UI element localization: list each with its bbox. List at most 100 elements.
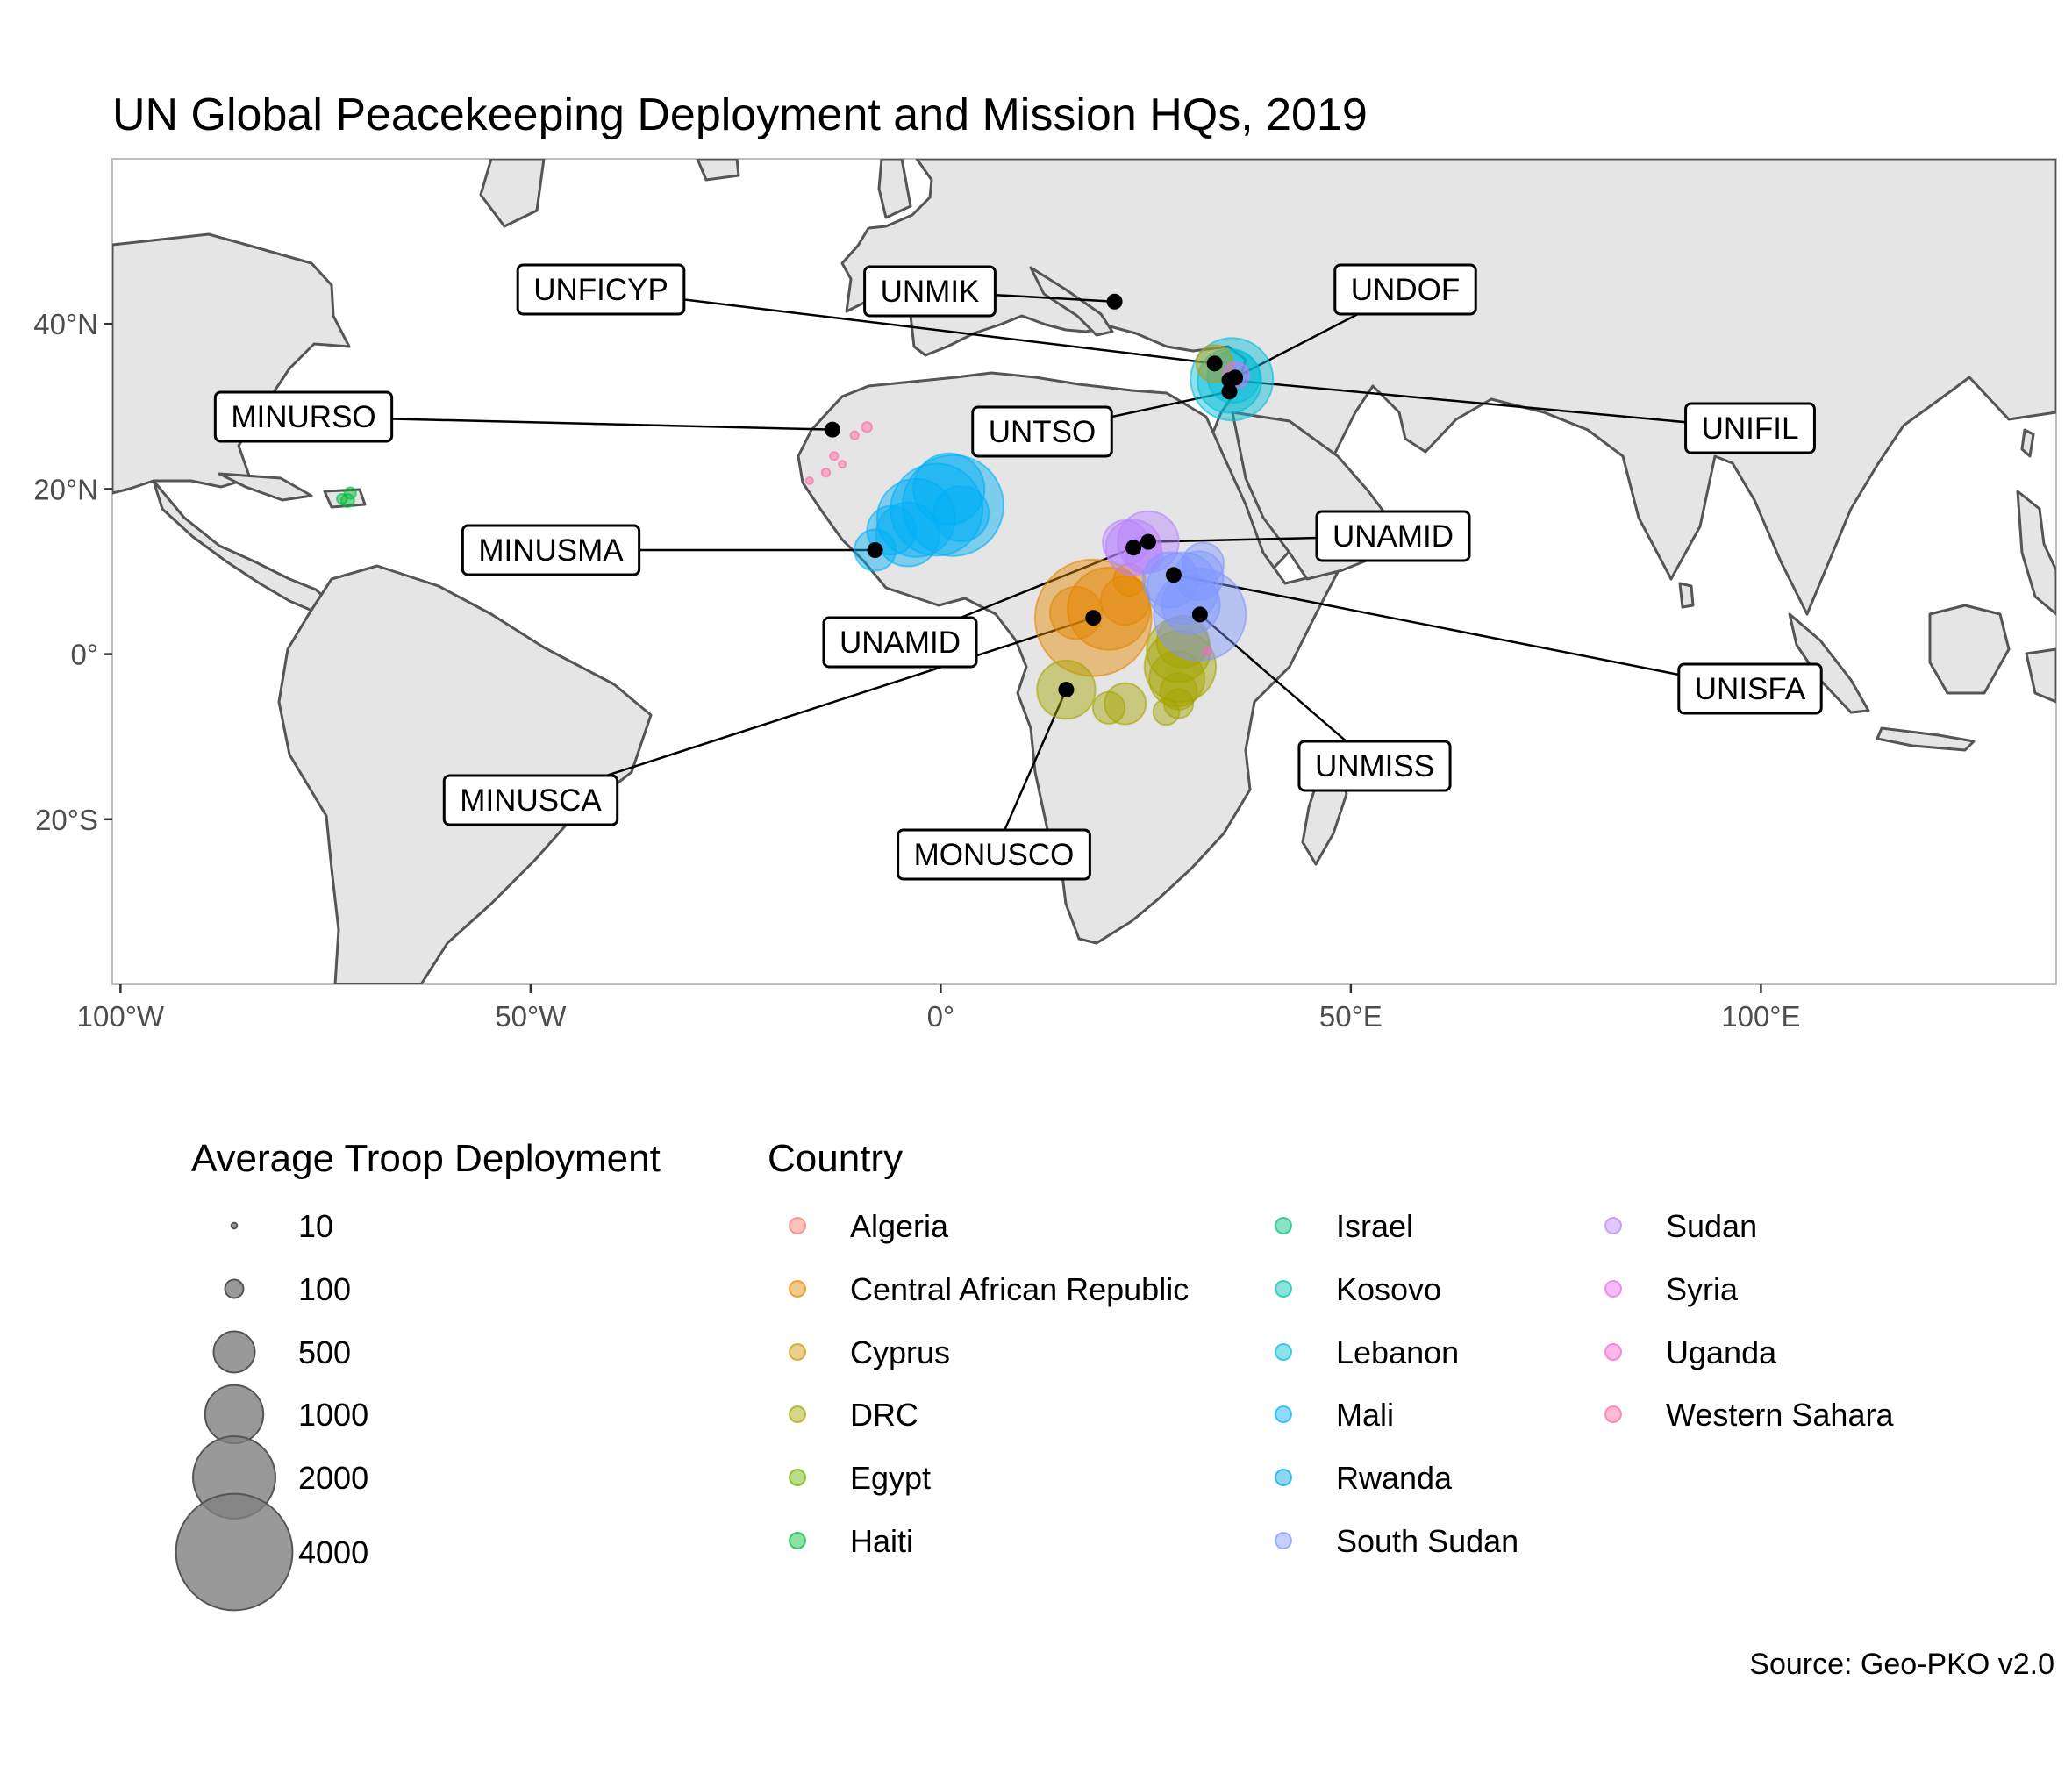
hq-label[interactable]: UNMIK (865, 267, 996, 316)
country-legend-label: Algeria (850, 1208, 949, 1244)
country-legend-label: Central African Republic (850, 1271, 1189, 1307)
deployment-point-western-sahara[interactable] (830, 452, 838, 460)
hq-label-text: UNIFIL (1702, 411, 1799, 446)
deployment-point-mali[interactable] (933, 486, 989, 541)
map-panel[interactable]: UNFICYP UNMIK UNDOF UNIFIL UNTSO MINURSO MINUS… (112, 159, 2056, 984)
hq-label-text: UNISFA (1695, 672, 1806, 706)
hq-label-text: UNFICYP (533, 273, 668, 307)
land-sri-lanka (1680, 583, 1693, 607)
country-legend-key (790, 1406, 805, 1422)
country-legend-key (1275, 1218, 1291, 1234)
country-legend-label: Western Sahara (1666, 1397, 1894, 1433)
hq-marker[interactable] (1207, 355, 1223, 371)
hq-label-text: MINUSMA (478, 533, 624, 568)
country-legend-label: South Sudan (1336, 1523, 1518, 1559)
deployment-point-western-sahara[interactable] (806, 477, 813, 484)
hq-label[interactable]: UNIFIL (1686, 404, 1815, 453)
country-legend-label: Rwanda (1336, 1460, 1453, 1496)
hq-label[interactable]: UNAMID (824, 618, 976, 667)
country-legend-key (1275, 1533, 1291, 1549)
deployment-point-western-sahara[interactable] (839, 461, 846, 468)
hq-label[interactable]: MINUSCA (444, 776, 617, 825)
country-legend-key (1275, 1470, 1291, 1485)
x-tick-label: 100°W (77, 1000, 165, 1033)
hq-label-text: UNTSO (989, 415, 1097, 449)
hq-label[interactable]: UNTSO (973, 407, 1112, 456)
size-legend-key (225, 1280, 244, 1298)
country-legend-key (1275, 1406, 1291, 1422)
hq-marker[interactable] (1107, 294, 1123, 310)
size-legend-key (205, 1385, 263, 1443)
size-legend-label: 2000 (298, 1460, 368, 1496)
size-legend-key (232, 1223, 238, 1229)
hq-marker[interactable] (1166, 567, 1182, 583)
size-legend-label: 10 (298, 1208, 333, 1244)
country-legend-label: Lebanon (1336, 1334, 1459, 1370)
deployment-point-south-sudan[interactable] (1161, 576, 1219, 633)
land-taiwan (2022, 430, 2033, 456)
hq-marker[interactable] (825, 422, 840, 438)
y-tick-label: 40°N (33, 308, 98, 340)
hq-label[interactable]: UNMISS (1299, 741, 1450, 790)
hq-marker[interactable] (868, 542, 883, 558)
country-legend-key (790, 1281, 805, 1297)
country-legend-key (1275, 1344, 1291, 1360)
plot-title: UN Global Peacekeeping Deployment and Mi… (112, 89, 1368, 140)
hq-label-text: UNDOF (1351, 273, 1460, 307)
hq-label-text: MINURSO (231, 400, 375, 434)
hq-label-text: UNMISS (1315, 749, 1434, 783)
deployment-point-western-sahara[interactable] (850, 432, 858, 440)
country-legend-title: Country (768, 1137, 903, 1180)
hq-marker[interactable] (1221, 383, 1237, 399)
hq-label[interactable]: MONUSCO (898, 830, 1090, 879)
country-legend-key (790, 1470, 805, 1485)
country-legend-label: Israel (1336, 1208, 1413, 1244)
country-legend-key (790, 1344, 805, 1360)
hq-label-text: UNAMID (840, 626, 961, 660)
x-tick-label: 50°E (1319, 1000, 1383, 1033)
hq-label-text: MINUSCA (460, 783, 602, 818)
hq-label[interactable]: MINUSMA (462, 526, 639, 575)
deployment-point-uganda[interactable] (1204, 647, 1211, 655)
hq-label-text: MONUSCO (914, 838, 1075, 872)
country-legend-label: Uganda (1666, 1334, 1777, 1370)
size-legend-key (214, 1332, 255, 1373)
size-legend-label: 1000 (298, 1397, 368, 1433)
hq-label[interactable]: UNISFA (1679, 664, 1821, 713)
country-legend-label: Mali (1336, 1397, 1394, 1433)
country-legend-label: Syria (1666, 1271, 1739, 1307)
size-legend-label: 4000 (298, 1534, 368, 1570)
caption: Source: Geo-PKO v2.0 (1749, 1648, 2054, 1681)
hq-marker[interactable] (1058, 682, 1074, 697)
deployment-point-western-sahara[interactable] (822, 468, 830, 476)
y-tick-label: 0° (70, 639, 98, 671)
hq-label[interactable]: UNAMID (1317, 511, 1469, 561)
country-legend-label: Kosovo (1336, 1271, 1441, 1307)
deployment-point-south-sudan[interactable] (1182, 543, 1224, 584)
deployment-point-drc[interactable] (1161, 673, 1197, 710)
x-tick-label: 50°W (495, 1000, 567, 1033)
hq-label[interactable]: UNDOF (1335, 265, 1475, 314)
hq-marker[interactable] (1140, 534, 1156, 550)
deployment-point-western-sahara[interactable] (861, 422, 872, 433)
y-tick-label: 20°N (33, 473, 98, 505)
hq-marker[interactable] (1085, 610, 1101, 626)
country-legend-key (1605, 1344, 1621, 1360)
size-legend: 10 100 500 1000 2000 4000 (176, 1208, 369, 1610)
size-legend-label: 500 (298, 1334, 351, 1370)
country-legend-label: Cyprus (850, 1334, 950, 1370)
hq-label[interactable]: UNFICYP (518, 265, 684, 314)
size-legend-label: 100 (298, 1271, 351, 1307)
hq-label[interactable]: MINURSO (215, 392, 391, 441)
country-legend-key (1605, 1406, 1621, 1422)
deployment-point-haiti[interactable] (337, 494, 347, 504)
size-legend-key (176, 1494, 293, 1611)
deployment-point-drc[interactable] (1093, 692, 1125, 724)
hq-marker[interactable] (1192, 606, 1208, 622)
country-legend-label: Sudan (1666, 1208, 1757, 1244)
hq-marker[interactable] (1125, 540, 1141, 555)
